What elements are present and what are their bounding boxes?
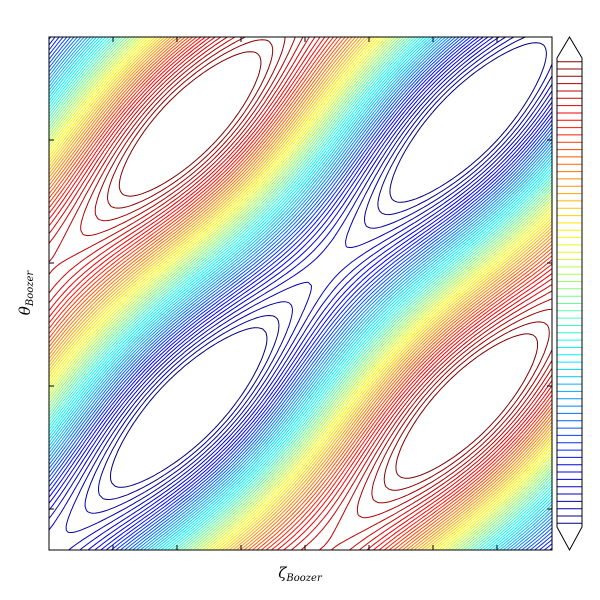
plot-frame: [48, 36, 553, 551]
contour-line: [48, 36, 553, 551]
contour-line: [48, 36, 553, 551]
contour-line: [48, 36, 553, 551]
x-label-subscript: Boozer: [285, 573, 323, 584]
contour-line: [48, 36, 553, 551]
contour-line: [110, 42, 547, 488]
contour-line: [48, 36, 553, 551]
contour-line: [48, 36, 553, 551]
contour-line: [48, 36, 553, 551]
contour-line: [48, 36, 553, 551]
contour-line: [48, 36, 553, 551]
contour-line: [107, 39, 550, 491]
contour-line: [48, 36, 553, 551]
contour-line: [84, 36, 553, 514]
contour-line: [48, 36, 553, 551]
colorbar-frame: [556, 36, 583, 552]
contour-plot: [48, 36, 553, 551]
y-axis-label: θBoozer: [16, 270, 36, 316]
contour-line: [48, 36, 553, 551]
contour-line: [98, 36, 553, 500]
y-label-symbol: θ: [16, 306, 34, 315]
contour-line: [80, 36, 553, 519]
contour-line: [48, 36, 553, 551]
contour-line: [48, 36, 553, 551]
contour-line: [48, 36, 553, 551]
contour-line: [48, 36, 553, 551]
y-label-subscript: Boozer: [25, 270, 36, 308]
contour-line: [118, 51, 539, 479]
contour-line: [48, 36, 553, 551]
x-label-symbol: ζ: [278, 564, 287, 582]
contour-line: [48, 36, 553, 551]
contour-line: [48, 36, 553, 551]
contour-line: [48, 36, 553, 551]
contour-line: [48, 36, 553, 551]
contour-line: [48, 36, 553, 551]
contour-line: [48, 36, 553, 551]
contour-line: [48, 36, 553, 551]
contour-line: [94, 36, 553, 504]
contour-line: [48, 36, 553, 551]
contour-line: [65, 36, 553, 533]
contour-line: [48, 36, 553, 551]
contour-line: [48, 36, 553, 551]
contour-line: [48, 36, 553, 551]
contour-line: [48, 36, 553, 551]
contour-line: [48, 36, 553, 551]
contour-line: [48, 36, 553, 551]
contour-line: [48, 36, 553, 551]
contour-line: [48, 36, 553, 551]
x-axis-label: ζBoozer: [278, 564, 323, 584]
colorbar: [557, 61, 582, 524]
contour-line: [48, 36, 553, 551]
contour-line: [48, 36, 553, 551]
contour-line: [48, 36, 553, 551]
contour-line: [48, 36, 553, 551]
ticks: [49, 37, 552, 550]
contour-line: [48, 36, 553, 551]
contour-line: [48, 36, 553, 551]
contour-line: [48, 36, 553, 551]
